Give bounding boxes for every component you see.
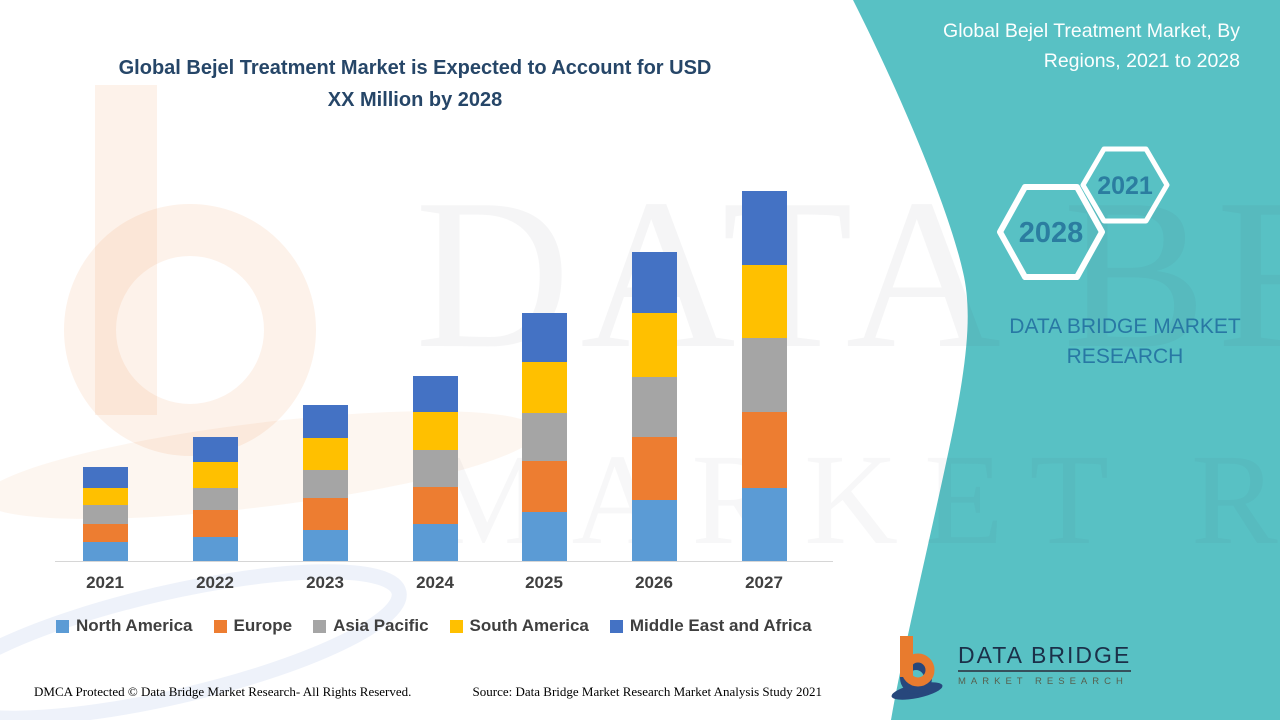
legend-item-north-america: North America — [56, 616, 193, 636]
segment-south-america-2026 — [631, 313, 677, 377]
x-axis-line — [55, 561, 833, 562]
panel-title: Global Bejel Treatment Market, By Region… — [943, 20, 1240, 73]
segment-asia-pacific-2021 — [82, 505, 128, 524]
bar-2021 — [82, 467, 128, 561]
segment-north-america-2023 — [302, 530, 348, 561]
segment-asia-pacific-2027 — [741, 338, 787, 412]
page-title: Global Bejel Treatment Market is Expecte… — [118, 57, 712, 111]
segment-south-america-2023 — [302, 438, 348, 470]
hexagon-2028-label: 2028 — [1019, 217, 1084, 249]
segment-asia-pacific-2024 — [412, 450, 458, 487]
segment-north-america-2021 — [82, 542, 128, 561]
segment-south-america-2022 — [192, 462, 238, 488]
x-axis-label-2026: 2026 — [635, 573, 673, 592]
segment-south-america-2027 — [741, 265, 787, 338]
hexagon-badges: 2021 2028 — [997, 146, 1170, 280]
bar-2026 — [631, 252, 677, 561]
segment-europe-2024 — [412, 487, 458, 524]
bar-2025 — [521, 313, 567, 561]
logo-divider — [958, 670, 1132, 672]
segment-north-america-2027 — [741, 488, 787, 561]
brand-text: DATA BRIDGE MARKET RESEARCH — [1009, 315, 1241, 369]
segment-europe-2025 — [521, 461, 567, 512]
segment-south-america-2021 — [82, 488, 128, 505]
x-axis-label-2022: 2022 — [196, 573, 234, 592]
legend-swatch-icon — [313, 619, 327, 633]
hexagon-2028-outline — [997, 184, 1105, 280]
legend-swatch-icon — [609, 619, 623, 633]
data-bridge-logo: DATA BRIDGE MARKET RESEARCH — [890, 634, 1132, 700]
segment-north-america-2025 — [521, 512, 567, 561]
segment-north-america-2022 — [192, 537, 238, 561]
logo-line1: DATA BRIDGE — [958, 642, 1132, 668]
legend-item-asia-pacific: Asia Pacific — [313, 616, 429, 636]
segment-europe-2027 — [741, 412, 787, 488]
x-axis-label-2023: 2023 — [306, 573, 344, 592]
segment-middle-east-and-africa-2023 — [302, 405, 348, 438]
footer-dmca-text: DMCA Protected © Data Bridge Market Rese… — [34, 684, 412, 699]
legend-label: North America — [76, 616, 193, 635]
segment-europe-2026 — [631, 437, 677, 500]
segment-asia-pacific-2023 — [302, 470, 348, 498]
footer-source-text: Source: Data Bridge Market Research Mark… — [472, 684, 822, 699]
bar-2022 — [192, 437, 238, 561]
bar-2027 — [741, 191, 787, 561]
segment-middle-east-and-africa-2025 — [521, 313, 567, 362]
legend-label: Asia Pacific — [333, 616, 429, 635]
footer: DMCA Protected © Data Bridge Market Rese… — [34, 684, 822, 700]
segment-middle-east-and-africa-2027 — [741, 191, 787, 265]
x-axis-label-2024: 2024 — [416, 573, 454, 592]
segment-europe-2022 — [192, 510, 238, 537]
x-axis-label-2021: 2021 — [86, 573, 124, 592]
legend-swatch-icon — [449, 619, 463, 633]
legend-item-europe: Europe — [213, 616, 293, 636]
x-axis-labels: 2021 2022 2023 2024 2025 2026 2027 — [55, 573, 833, 595]
segment-north-america-2024 — [412, 524, 458, 561]
segment-asia-pacific-2022 — [192, 488, 238, 510]
logo-text: DATA BRIDGE MARKET RESEARCH — [958, 642, 1132, 687]
segment-europe-2023 — [302, 498, 348, 530]
chart-legend: North America Europe Asia Pacific South Ame… — [56, 616, 831, 636]
bar-2024 — [412, 376, 458, 561]
legend-label: Europe — [233, 616, 293, 635]
stacked-bar-chart — [55, 160, 833, 561]
data-bridge-logo-icon — [891, 636, 943, 700]
legend-swatch-icon — [213, 619, 227, 633]
legend-label: South America — [469, 616, 589, 635]
segment-asia-pacific-2026 — [631, 377, 677, 437]
segment-middle-east-and-africa-2026 — [631, 252, 677, 313]
hexagon-2021-outline — [1080, 146, 1170, 224]
segment-middle-east-and-africa-2021 — [82, 467, 128, 488]
logo-line2: MARKET RESEARCH — [958, 676, 1128, 687]
segment-south-america-2024 — [412, 412, 458, 450]
segment-middle-east-and-africa-2024 — [412, 376, 458, 412]
legend-item-middle-east-and-africa: Middle East and Africa — [609, 616, 812, 636]
legend-swatch-icon — [56, 619, 69, 633]
segment-north-america-2026 — [631, 500, 677, 561]
bar-2023 — [302, 405, 348, 561]
legend-item-south-america: South America — [449, 616, 589, 636]
segment-south-america-2025 — [521, 362, 567, 413]
segment-asia-pacific-2025 — [521, 413, 567, 461]
x-axis-label-2025: 2025 — [525, 573, 563, 592]
segment-europe-2021 — [82, 524, 128, 542]
segment-middle-east-and-africa-2022 — [192, 437, 238, 462]
x-axis-label-2027: 2027 — [745, 573, 783, 592]
legend-label: Middle East and Africa — [629, 616, 812, 635]
hexagon-2021-label: 2021 — [1097, 172, 1153, 200]
